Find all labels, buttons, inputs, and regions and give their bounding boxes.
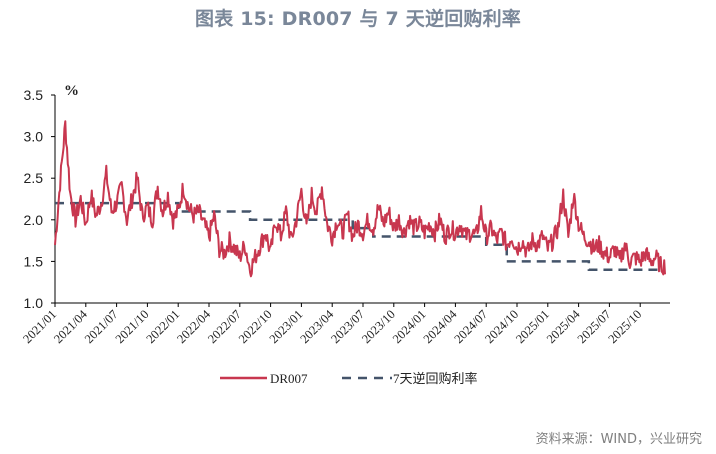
x-tick-label: 2024/10 bbox=[482, 307, 521, 346]
x-tick-label: 2022/07 bbox=[205, 307, 244, 346]
x-tick-label: 2021/07 bbox=[82, 307, 121, 346]
legend-repo-label: 7天逆回购利率 bbox=[393, 371, 478, 386]
x-tick-label: 2024/07 bbox=[451, 307, 490, 346]
dr007-line bbox=[54, 120, 666, 278]
chart-title: 图表 15: DR007 与 7 天逆回购利率 bbox=[195, 8, 521, 30]
x-tick-label: 2023/07 bbox=[328, 307, 367, 346]
dr007-series bbox=[54, 120, 666, 278]
x-tick-label: 2025/01 bbox=[513, 307, 552, 346]
x-tick-label: 2024/01 bbox=[390, 307, 429, 346]
x-tick-label: 2023/01 bbox=[267, 307, 306, 346]
x-tick-label: 2021/10 bbox=[113, 307, 152, 346]
y-tick-label: 2.5 bbox=[24, 170, 44, 186]
y-tick-label: 1.5 bbox=[24, 253, 44, 269]
y-tick-label: 2.0 bbox=[24, 212, 44, 228]
legend-dr007-label: DR007 bbox=[270, 371, 308, 386]
y-tick-label: 1.0 bbox=[24, 295, 44, 311]
x-tick-label: 2025/07 bbox=[575, 307, 614, 346]
y-axis-unit: % bbox=[64, 83, 79, 99]
y-tick-label: 3.5 bbox=[24, 87, 44, 103]
y-tick-label: 3.0 bbox=[24, 129, 44, 145]
x-tick-label: 2022/10 bbox=[236, 307, 275, 346]
x-tick-label: 2021/01 bbox=[20, 307, 59, 346]
legend: DR007 7天逆回购利率 bbox=[220, 371, 478, 386]
source-note: 资料来源：WIND，兴业研究 bbox=[535, 432, 702, 447]
x-tick-label: 2023/10 bbox=[359, 307, 398, 346]
x-tick-label: 2025/10 bbox=[605, 307, 644, 346]
x-tick-label: 2022/01 bbox=[143, 307, 182, 346]
